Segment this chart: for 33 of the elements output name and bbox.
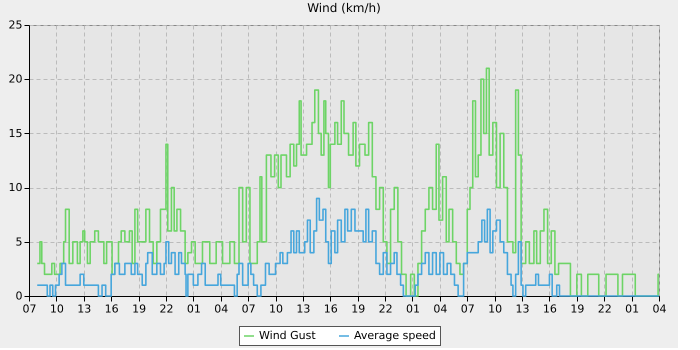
x-tick-label: 19 bbox=[351, 302, 366, 316]
x-tick-label: 01 bbox=[186, 302, 201, 316]
x-tick-label: 16 bbox=[542, 302, 557, 316]
y-tick-label: 10 bbox=[8, 181, 22, 194]
y-tick-label: 20 bbox=[8, 72, 22, 86]
x-tick-label: 16 bbox=[324, 302, 338, 316]
x-tick-label: 13 bbox=[77, 302, 92, 316]
x-tick-label: 07 bbox=[22, 302, 36, 316]
legend-label: Average speed bbox=[354, 329, 436, 342]
x-tick-label: 07 bbox=[460, 302, 475, 316]
x-tick-label: 22 bbox=[159, 302, 174, 316]
legend-label: Wind Gust bbox=[259, 329, 316, 342]
x-tick-label: 01 bbox=[625, 302, 640, 316]
x-tick-label: 19 bbox=[132, 302, 146, 316]
x-tick-label: 10 bbox=[269, 302, 284, 316]
x-tick-label: 19 bbox=[570, 302, 584, 316]
x-tick-label: 22 bbox=[598, 302, 612, 316]
y-tick-label: 0 bbox=[16, 290, 22, 302]
x-tick-label: 04 bbox=[652, 302, 666, 316]
x-tick-label: 10 bbox=[488, 302, 502, 316]
x-tick-label: 04 bbox=[214, 302, 228, 316]
x-tick-label: 16 bbox=[104, 302, 119, 316]
x-tick-label: 07 bbox=[242, 302, 256, 316]
x-tick-label: 10 bbox=[50, 302, 64, 316]
x-tick-label: 22 bbox=[378, 302, 393, 316]
x-tick-label: 01 bbox=[406, 302, 420, 316]
y-tick-label: 25 bbox=[8, 18, 22, 32]
y-tick-label: 15 bbox=[8, 126, 22, 140]
x-tick-label: 13 bbox=[296, 302, 310, 316]
y-tick-label: 5 bbox=[16, 235, 22, 248]
chart-title: Wind (km/h) bbox=[307, 1, 381, 15]
x-tick-label: 13 bbox=[516, 302, 530, 316]
x-tick-label: 04 bbox=[433, 302, 448, 316]
